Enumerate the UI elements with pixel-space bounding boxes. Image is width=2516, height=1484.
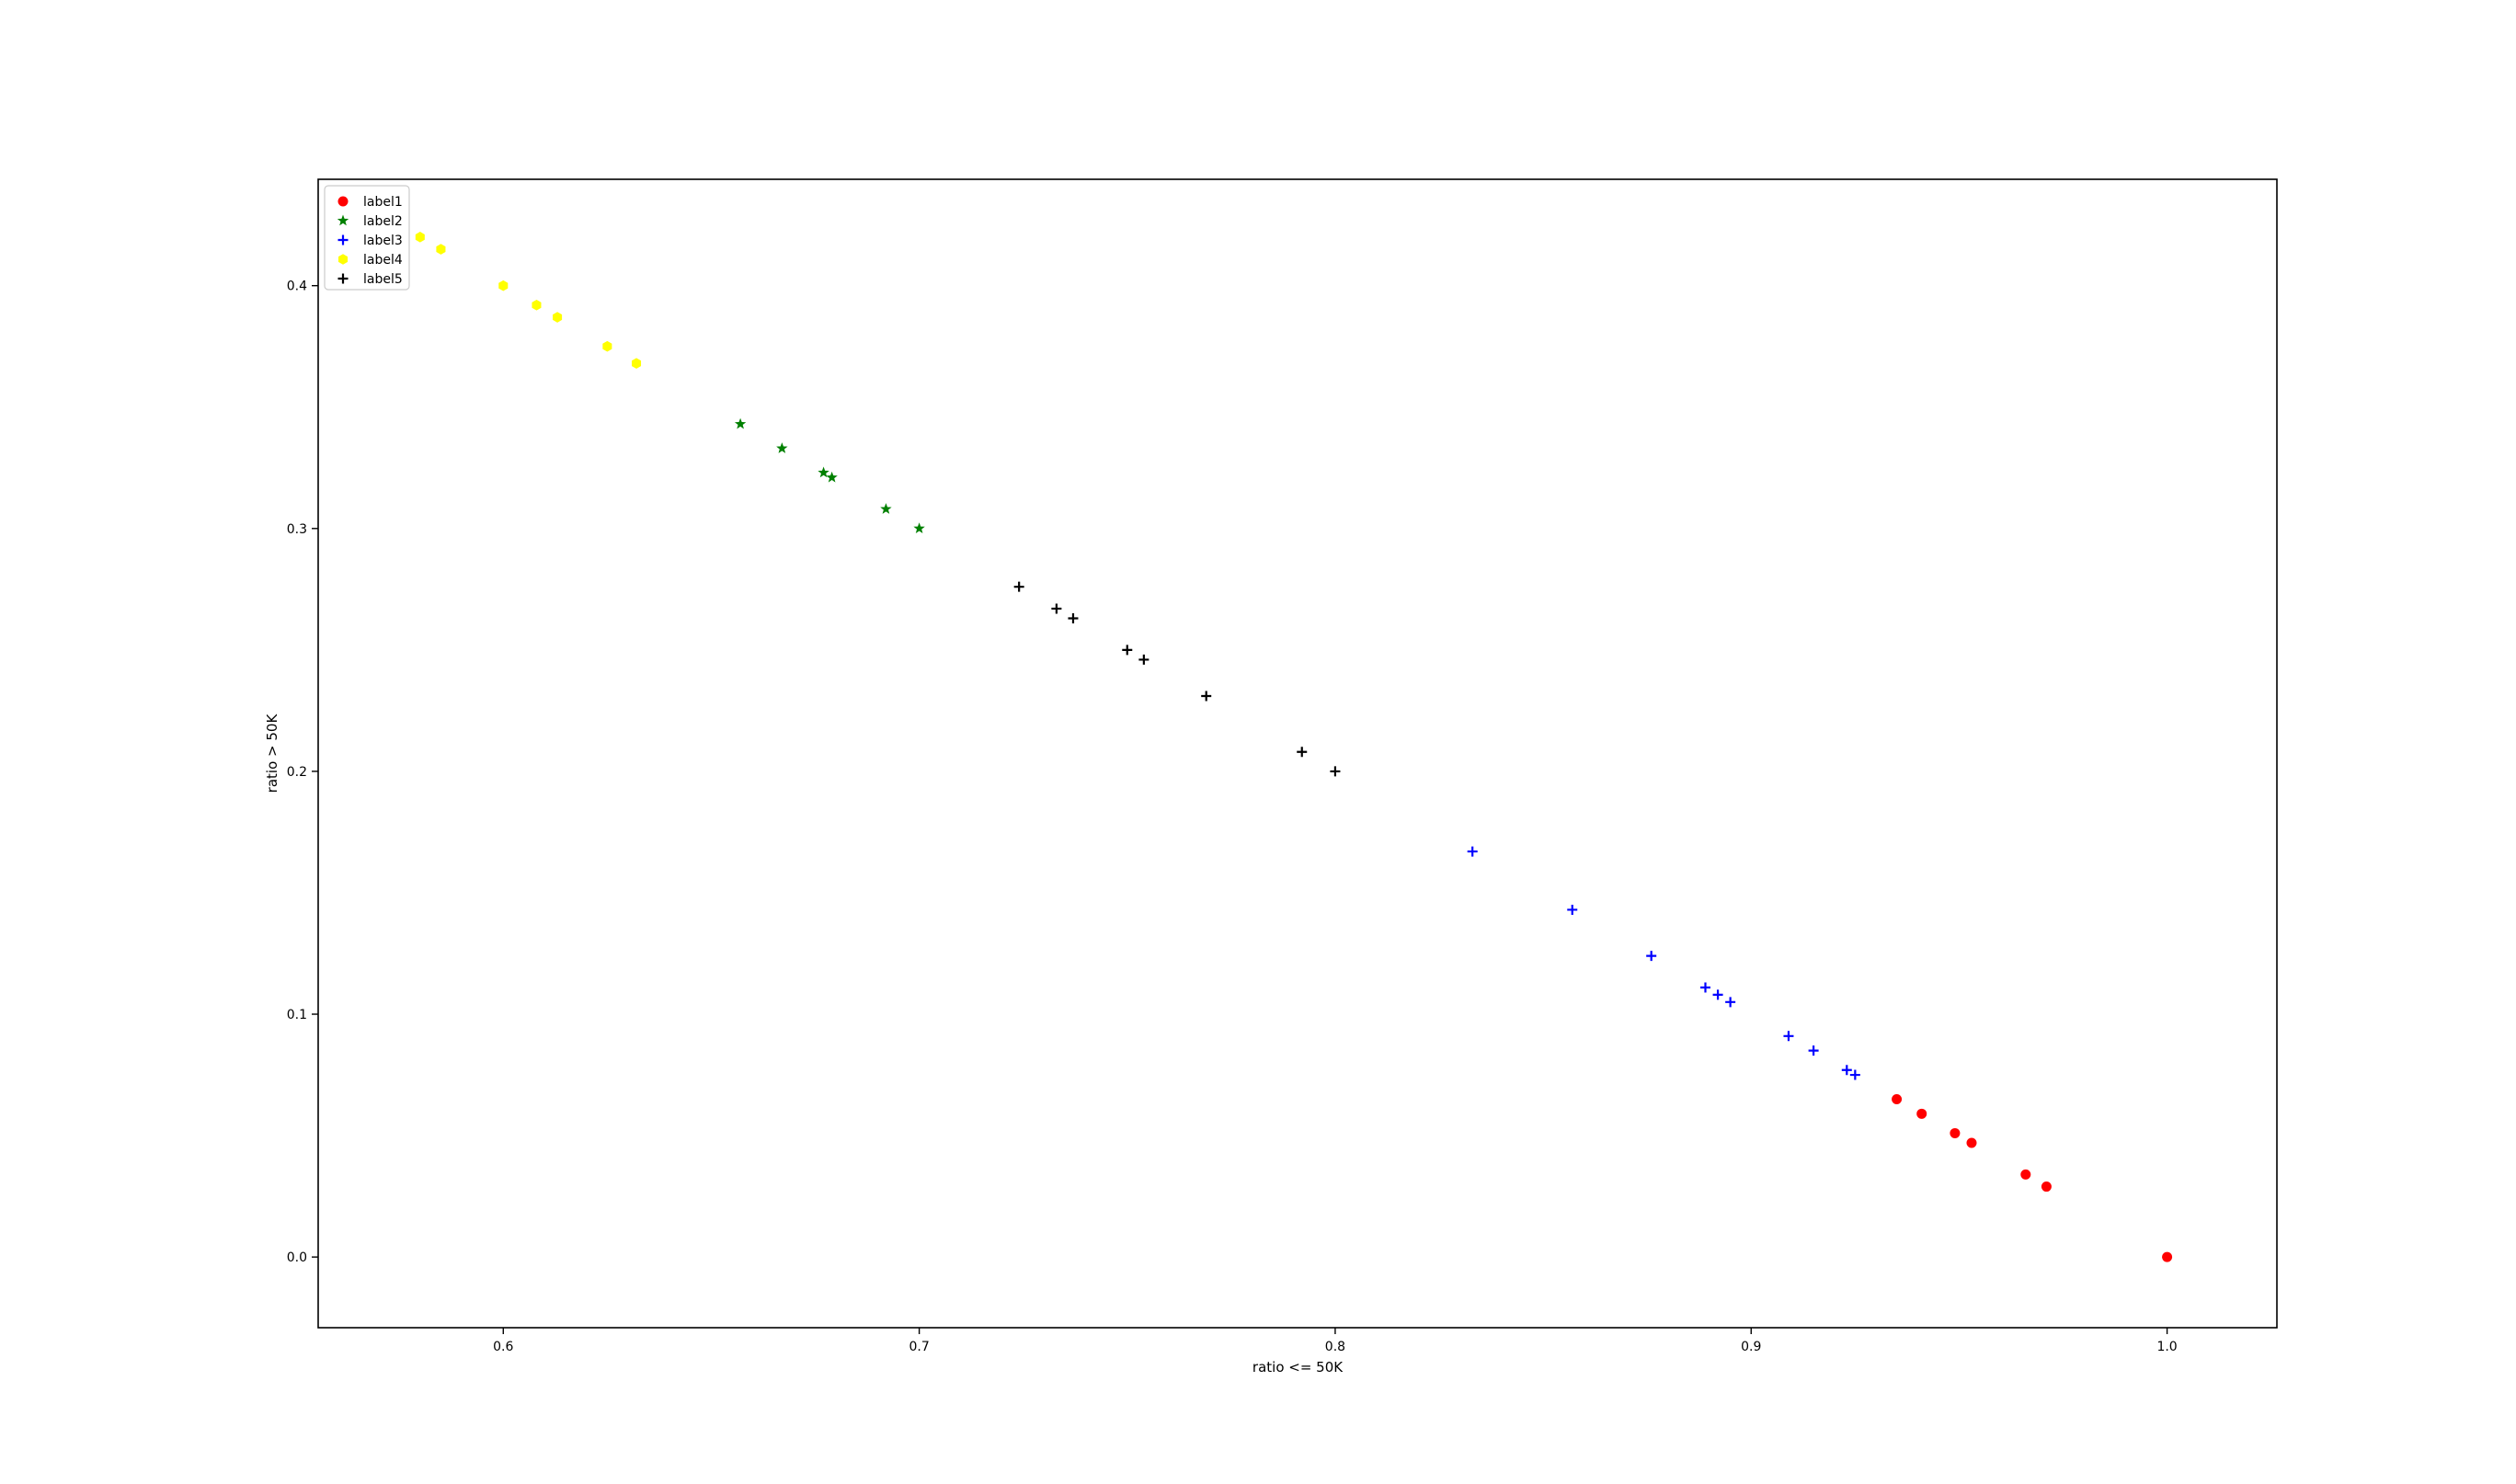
legend-marker — [337, 234, 349, 245]
y-tick-label: 0.4 — [287, 280, 307, 294]
series-label2 — [734, 417, 925, 534]
axes-frame — [317, 178, 2278, 1329]
data-point — [2162, 1251, 2173, 1262]
x-tick-label: 0.9 — [1741, 1340, 1761, 1354]
legend-label: label1 — [363, 195, 403, 210]
x-axis: 0.6 0.7 0.8 0.9 1.0 — [493, 1328, 2178, 1354]
data-point — [553, 312, 563, 323]
y-tick-label: 0.1 — [287, 1008, 307, 1022]
data-point — [1013, 581, 1024, 592]
series-label5 — [1013, 581, 1341, 777]
x-tick-label: 0.8 — [1325, 1340, 1345, 1354]
data-point — [1783, 1031, 1794, 1042]
data-point — [498, 280, 509, 291]
data-point — [2041, 1181, 2052, 1193]
legend-marker — [337, 273, 349, 284]
data-point — [1916, 1108, 1927, 1119]
legend-label: label5 — [363, 272, 403, 287]
data-point — [826, 471, 838, 483]
data-point — [1467, 846, 1478, 857]
legend-marker — [337, 254, 349, 265]
y-tick-label: 0.3 — [287, 522, 307, 537]
data-point — [1138, 654, 1149, 665]
x-tick-label: 0.7 — [909, 1340, 929, 1354]
y-tick-label: 0.0 — [287, 1250, 307, 1265]
data-point — [1725, 997, 1736, 1008]
data-point — [1950, 1127, 1961, 1138]
x-tick-label: 1.0 — [2156, 1340, 2177, 1354]
data-point — [1201, 691, 1212, 702]
data-point — [776, 442, 788, 453]
legend: label1 label2 label3 label4 label5 — [324, 185, 410, 291]
data-point — [1966, 1137, 1977, 1148]
data-point — [1122, 645, 1133, 656]
series-label1 — [1892, 1093, 2173, 1262]
x-axis-label: ratio <= 50K — [1252, 1359, 1344, 1376]
data-point — [1297, 747, 1308, 758]
x-tick-label: 0.6 — [493, 1340, 513, 1354]
data-point — [1700, 982, 1711, 993]
legend-label: label3 — [363, 234, 403, 248]
y-axis: 0.0 0.1 0.2 0.3 0.4 — [287, 280, 318, 1265]
plot-content — [415, 232, 2173, 1262]
series-label4 — [415, 232, 642, 369]
y-axis-label: ratio > 50K — [264, 713, 280, 793]
series-label3 — [1467, 846, 1860, 1080]
legend-label: label4 — [363, 253, 403, 268]
data-point — [1646, 951, 1657, 962]
data-point — [1808, 1045, 1819, 1056]
data-point — [1068, 613, 1079, 624]
data-point — [1051, 603, 1062, 614]
legend-box — [324, 185, 410, 291]
data-point — [913, 522, 925, 534]
data-point — [632, 358, 642, 369]
data-point — [415, 232, 425, 243]
legend-marker — [337, 196, 349, 207]
data-point — [734, 417, 747, 429]
data-point — [1841, 1065, 1852, 1076]
data-point — [1567, 904, 1578, 915]
data-point — [1892, 1093, 1903, 1104]
legend-marker — [337, 214, 349, 226]
data-point — [436, 244, 446, 255]
data-point — [2020, 1169, 2031, 1180]
data-point — [818, 466, 829, 478]
data-point — [1712, 989, 1723, 1000]
data-point — [880, 503, 892, 514]
data-point — [532, 300, 542, 311]
data-point — [602, 340, 612, 352]
data-point — [1330, 766, 1341, 777]
y-tick-label: 0.2 — [287, 765, 307, 780]
legend-label: label2 — [363, 214, 403, 229]
data-point — [1849, 1069, 1860, 1080]
